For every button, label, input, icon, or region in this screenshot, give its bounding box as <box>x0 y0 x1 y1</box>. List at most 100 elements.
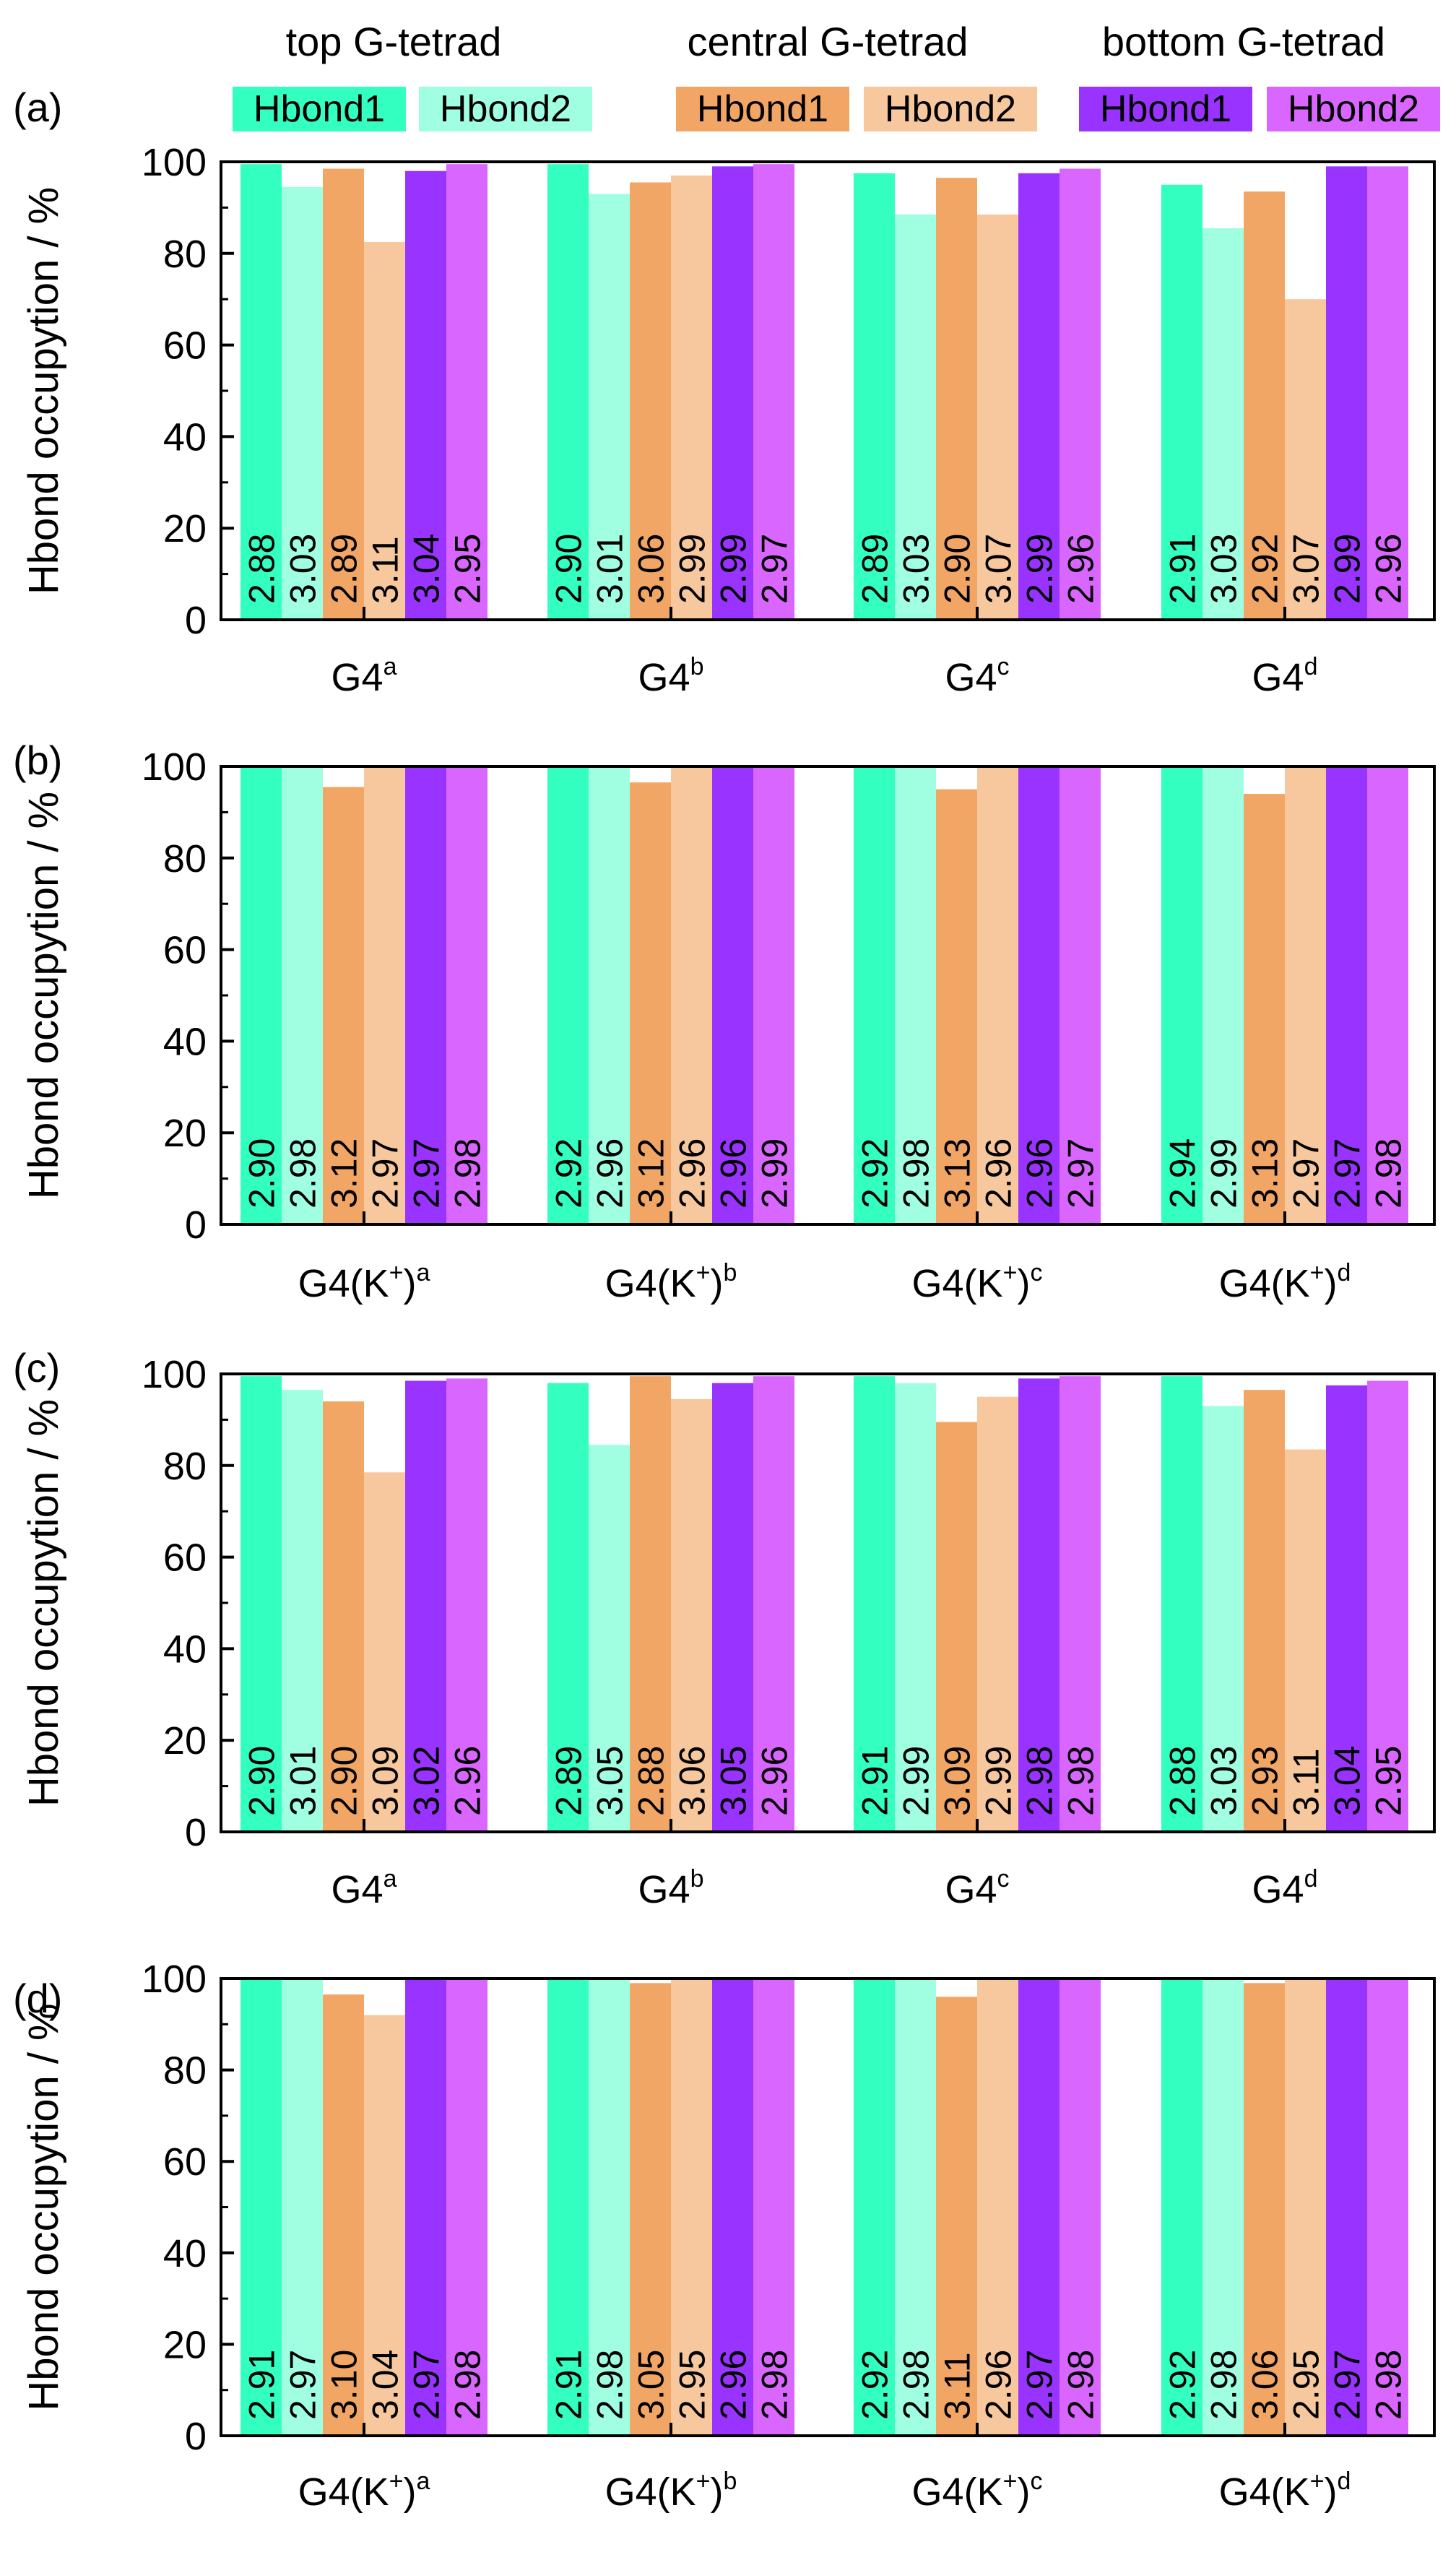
category-sup: a <box>384 653 397 680</box>
bar-value-label: 2.92 <box>1245 534 1286 604</box>
bar-value-label: 2.88 <box>631 1746 672 1816</box>
bar-value-label: 3.07 <box>1286 534 1327 604</box>
bar-value-label: 2.98 <box>1061 1746 1101 1816</box>
bar <box>1326 1979 1367 2436</box>
legend-swatch <box>1267 87 1440 131</box>
bar-value-label: 2.90 <box>242 1746 282 1816</box>
y-tick-label: 100 <box>142 745 207 789</box>
bar <box>547 1383 589 1832</box>
bar-value-label: 2.98 <box>1204 2350 1244 2420</box>
y-tick-label: 20 <box>163 507 207 550</box>
bar-value-label: 3.09 <box>937 1746 978 1816</box>
category-end: ) <box>404 1262 417 1305</box>
bar-value-label: 2.90 <box>549 534 589 604</box>
bar <box>671 176 712 620</box>
y-tick-label: 100 <box>142 141 207 184</box>
category-sup: + <box>1003 1259 1018 1287</box>
category-sup: c <box>997 653 1010 680</box>
bar-value-label: 2.96 <box>979 2350 1019 2420</box>
bar-value-label: 2.96 <box>714 2350 754 2420</box>
bar <box>630 1376 671 1832</box>
bar <box>282 766 323 1224</box>
bar <box>712 166 753 620</box>
legend-group-title: top G-tetrad <box>286 19 502 64</box>
category-sup: a <box>384 1865 397 1893</box>
category-end: ) <box>711 2470 724 2514</box>
bar <box>1018 1979 1060 2436</box>
legend-label: Hbond1 <box>254 88 385 130</box>
category-sup2: d <box>1337 2468 1351 2495</box>
category-sup2: b <box>723 1259 737 1287</box>
bar-value-label: 3.03 <box>1204 1746 1244 1816</box>
bar <box>854 173 895 620</box>
bar <box>405 766 446 1224</box>
category-base: G4 <box>332 656 384 699</box>
bar-value-label: 2.99 <box>1020 534 1060 604</box>
bar <box>753 1376 794 1832</box>
category-base: G4 <box>638 1868 690 1911</box>
bar-value-label: 2.98 <box>448 1138 488 1208</box>
category-sup: + <box>696 2468 711 2495</box>
bar-value-label: 2.98 <box>1061 2350 1101 2420</box>
bar <box>712 1979 753 2436</box>
bar <box>895 766 936 1224</box>
legend-group-title: central G-tetrad <box>687 19 968 64</box>
bar-value-label: 3.13 <box>1245 1138 1286 1208</box>
bar <box>323 1994 364 2436</box>
category-label: G4b <box>638 653 704 699</box>
bar <box>1367 766 1408 1224</box>
category-label: G4c <box>945 653 1009 699</box>
category-base: G4(K <box>912 2470 1003 2514</box>
bar-value-label: 2.99 <box>1204 1138 1244 1208</box>
bar-value-label: 3.13 <box>937 1138 978 1208</box>
bar <box>1326 166 1367 620</box>
y-tick-label: 0 <box>185 2415 207 2458</box>
bar-value-label: 2.97 <box>755 534 795 604</box>
panel-label: (a) <box>13 85 62 130</box>
bar-value-label: 2.97 <box>1327 1138 1368 1208</box>
bar <box>977 1396 1018 1832</box>
bar <box>282 186 323 620</box>
category-base: G4(K <box>298 2470 389 2514</box>
bar-value-label: 2.98 <box>896 1138 937 1208</box>
category-end: ) <box>1325 2470 1338 2514</box>
bar-value-label: 3.12 <box>324 1138 365 1208</box>
y-tick-label: 0 <box>185 599 207 642</box>
y-axis-label: Hbond occupytion / % <box>20 1399 67 1807</box>
bar-value-label: 2.88 <box>242 534 282 604</box>
bar-value-label: 2.88 <box>1163 1746 1203 1816</box>
bar <box>323 168 364 620</box>
bar <box>589 194 630 620</box>
legend-swatch <box>233 87 406 131</box>
category-sup: + <box>1003 2468 1018 2495</box>
bar-value-label: 2.97 <box>1286 1138 1327 1208</box>
category-label: G4(K+)d <box>1219 2468 1351 2514</box>
bar-value-label: 3.03 <box>283 534 324 604</box>
category-sup2: b <box>723 2468 737 2495</box>
bar <box>446 1378 488 1832</box>
bar <box>630 1983 671 2436</box>
bar <box>1285 766 1326 1224</box>
y-tick-label: 0 <box>185 1203 207 1247</box>
bar-value-label: 2.92 <box>549 1138 589 1208</box>
bar <box>282 1390 323 1832</box>
bar <box>1060 1979 1101 2436</box>
bar-value-label: 3.05 <box>590 1746 630 1816</box>
bar-value-label: 2.93 <box>1245 1746 1286 1816</box>
bar <box>1285 1449 1326 1832</box>
bar-value-label: 3.06 <box>1245 2350 1286 2420</box>
bar <box>547 1979 589 2436</box>
category-base: G4(K <box>1219 2470 1310 2514</box>
bar-value-label: 2.91 <box>1163 534 1203 604</box>
legend-group-title: bottom G-tetrad <box>1102 19 1385 64</box>
bar-value-label: 2.95 <box>448 534 488 604</box>
bar-value-label: 3.05 <box>714 1746 754 1816</box>
bar <box>1060 168 1101 620</box>
bar-value-label: 2.89 <box>549 1746 589 1816</box>
legend-swatch <box>1079 87 1252 131</box>
bar-value-label: 2.95 <box>1286 2350 1327 2420</box>
bar-value-label: 2.97 <box>407 1138 447 1208</box>
y-tick-label: 40 <box>163 1020 207 1063</box>
bar-value-label: 2.96 <box>979 1138 1019 1208</box>
y-tick-label: 60 <box>163 324 207 368</box>
